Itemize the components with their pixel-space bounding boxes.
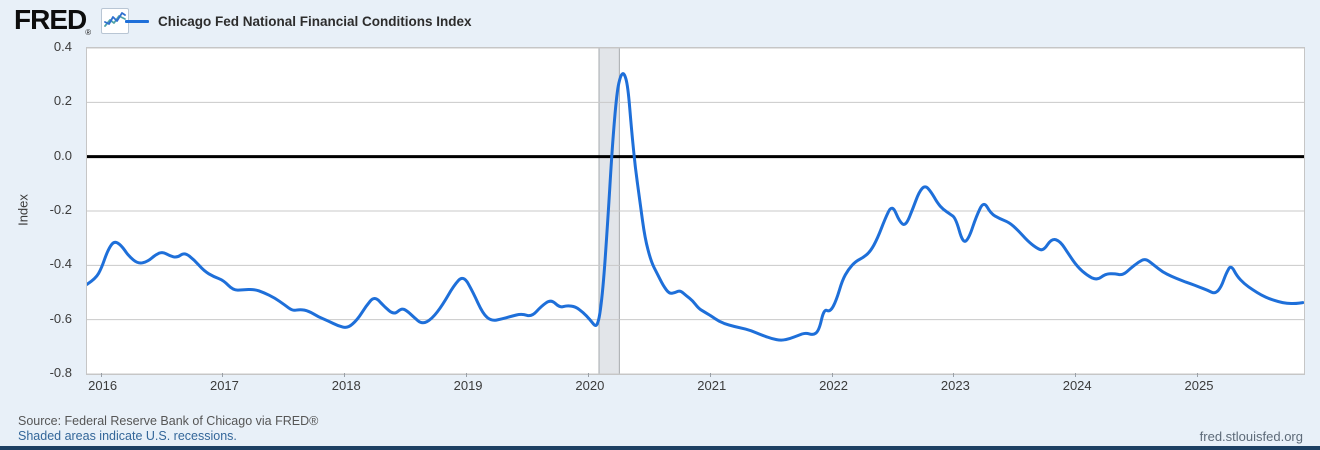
source-text: Source: Federal Reserve Bank of Chicago … [18, 414, 319, 428]
chart-plot-area [86, 47, 1305, 375]
fred-logo-text: FRED [14, 4, 87, 35]
x-tick-label: 2022 [819, 378, 849, 393]
y-tick-label: 0.2 [53, 93, 72, 109]
y-tick-label: -0.6 [49, 310, 72, 326]
x-tick-mark [222, 373, 224, 377]
x-tick-label: 2020 [575, 378, 605, 393]
x-tick-mark [587, 373, 589, 377]
x-tick-label: 2018 [331, 378, 361, 393]
fred-site-link[interactable]: fred.stlouisfed.org [1199, 429, 1303, 444]
x-tick-label: 2024 [1062, 378, 1092, 393]
x-tick-mark [344, 373, 346, 377]
y-tick-label: -0.4 [49, 256, 72, 272]
x-tick-mark [1075, 373, 1077, 377]
x-tick-label: 2025 [1184, 378, 1214, 393]
bottom-accent-bar [0, 446, 1320, 450]
y-tick-label: 0.0 [53, 147, 72, 163]
series-label: Chicago Fed National Financial Condition… [158, 13, 472, 29]
x-tick-label: 2021 [697, 378, 727, 393]
x-tick-mark [100, 373, 102, 377]
y-tick-label: 0.4 [53, 39, 72, 54]
x-tick-label: 2019 [453, 378, 483, 393]
sparkline-chart-icon [100, 8, 129, 34]
chart-legend: Chicago Fed National Financial Condition… [125, 13, 472, 29]
y-tick-label: -0.8 [49, 365, 72, 380]
fred-logo[interactable]: FRED® [14, 4, 129, 37]
series-line [87, 72, 1304, 342]
x-tick-mark [953, 373, 955, 377]
x-tick-mark [831, 373, 833, 377]
y-tick-label: -0.2 [49, 202, 72, 217]
x-tick-mark [1197, 373, 1198, 377]
recession-note-link[interactable]: Shaded areas indicate U.S. recessions. [18, 429, 237, 443]
x-tick-mark [466, 373, 468, 377]
x-tick-mark [709, 373, 711, 377]
registered-trademark: ® [85, 28, 92, 37]
x-tick-label: 2017 [209, 378, 239, 393]
x-tick-label: 2023 [940, 378, 970, 393]
legend-line-swatch [125, 19, 149, 23]
x-tick-label: 2016 [88, 378, 118, 393]
